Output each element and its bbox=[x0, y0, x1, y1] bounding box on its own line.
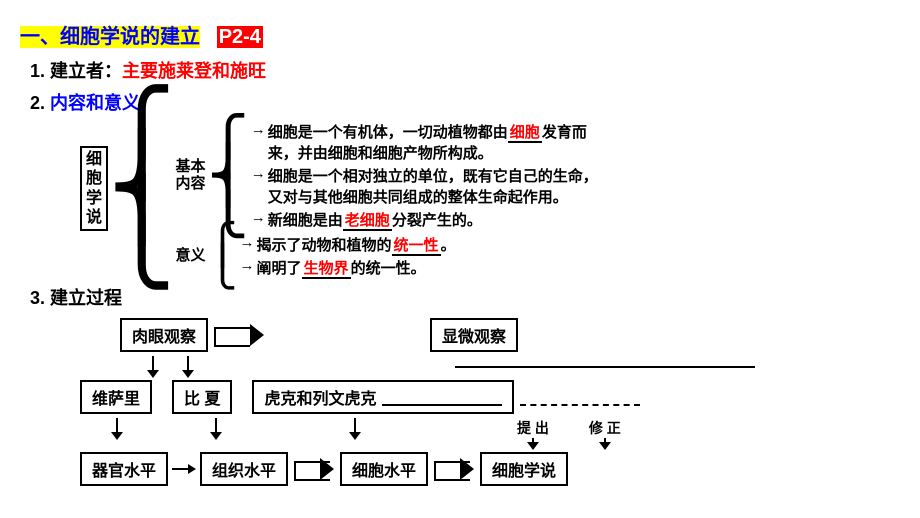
flow-row-3: 器官水平 组织水平 细胞水平 细胞学说 bbox=[80, 452, 900, 486]
point-2-label: 2. bbox=[30, 93, 50, 113]
meaning-line-1: → 揭示了动物和植物的统一性。 bbox=[240, 234, 456, 255]
group2-label: 意义 bbox=[176, 248, 206, 265]
v-arrow-icon bbox=[181, 356, 195, 378]
flowchart: 肉眼观察 显微观察 维萨里 比 夏 虎克和列文虎克 bbox=[80, 318, 900, 486]
point-1-label: 1. 建立者： bbox=[30, 61, 122, 81]
arrow-open-3 bbox=[434, 461, 474, 477]
v-arrow-icon bbox=[209, 418, 223, 440]
meaning-line-2: → 阐明了生物界的统一性。 bbox=[240, 257, 456, 278]
title-page-ref: P2-4 bbox=[217, 26, 263, 48]
arrow-open-1 bbox=[214, 327, 264, 343]
content-line-1: → 细胞是一个有机体，一切动植物都由细胞发育而 来，并由细胞和细胞产物所构成。 bbox=[251, 121, 598, 163]
h-arrow-icon bbox=[172, 464, 196, 474]
group-meaning: 意义 ⎧⎩ → 揭示了动物和植物的统一性。 → 阐明了生物界的统一性。 bbox=[176, 234, 598, 278]
box-cell-level: 细胞水平 bbox=[340, 452, 428, 486]
label-tichu: 提 出 bbox=[517, 418, 549, 438]
title-main: 一、细胞学说的建立 bbox=[20, 26, 200, 48]
group1-label: 基本 内容 bbox=[176, 159, 206, 192]
box-microscope: 显微观察 bbox=[430, 318, 518, 352]
v-arrow-icon bbox=[598, 438, 612, 450]
brace-small-2: ⎧⎩ bbox=[208, 234, 238, 278]
box-vesalius: 维萨里 bbox=[80, 380, 152, 414]
flow-row-1: 肉眼观察 显微观察 bbox=[80, 318, 900, 352]
box-naked-eye: 肉眼观察 bbox=[120, 318, 208, 352]
v-arrow-icon bbox=[526, 438, 540, 450]
flow-row-2: 维萨里 比 夏 虎克和列文虎克 bbox=[80, 380, 900, 414]
group-basic-content: 基本 内容 ⎧⎨⎩ → 细胞是一个有机体，一切动植物都由细胞发育而 来，并由细胞… bbox=[176, 121, 598, 230]
box-hooke: 虎克和列文虎克 bbox=[252, 380, 514, 414]
box-bichat: 比 夏 bbox=[172, 380, 232, 414]
brace-large: ⎧ ⎨ ⎩ bbox=[108, 121, 176, 256]
box-cell-theory: 细胞学说 bbox=[480, 452, 568, 486]
box-organ-level: 器官水平 bbox=[80, 452, 168, 486]
point-1-value: 主要施莱登和施旺 bbox=[122, 61, 266, 81]
bracket-root-box: 细胞学说 bbox=[80, 146, 108, 231]
section-title: 一、细胞学说的建立 P2-4 bbox=[20, 20, 900, 49]
arrow-open-2 bbox=[294, 461, 334, 477]
content-line-3: → 新细胞是由老细胞分裂产生的。 bbox=[251, 209, 598, 230]
v-arrow-icon bbox=[348, 418, 362, 440]
flow-varrows-2: 提 出 修 正 bbox=[80, 418, 900, 450]
v-arrow-icon bbox=[110, 418, 124, 440]
flow-varrows-1 bbox=[80, 356, 900, 378]
content-line-2: → 细胞是一个相对独立的单位，既有它自己的生命， 又对与其他细胞共同组成的整体生… bbox=[251, 165, 598, 207]
bracket-diagram: 细胞学说 ⎧ ⎨ ⎩ 基本 内容 ⎧⎨⎩ → 细胞是一个有机体，一切动植物都由细… bbox=[80, 121, 900, 278]
brace-small-1: ⎧⎨⎩ bbox=[208, 130, 249, 221]
point-1: 1. 建立者：主要施莱登和施旺 bbox=[30, 57, 900, 83]
label-xiuzheng: 修 正 bbox=[589, 418, 621, 438]
v-arrow-icon bbox=[146, 356, 160, 378]
box-tissue-level: 组织水平 bbox=[200, 452, 288, 486]
